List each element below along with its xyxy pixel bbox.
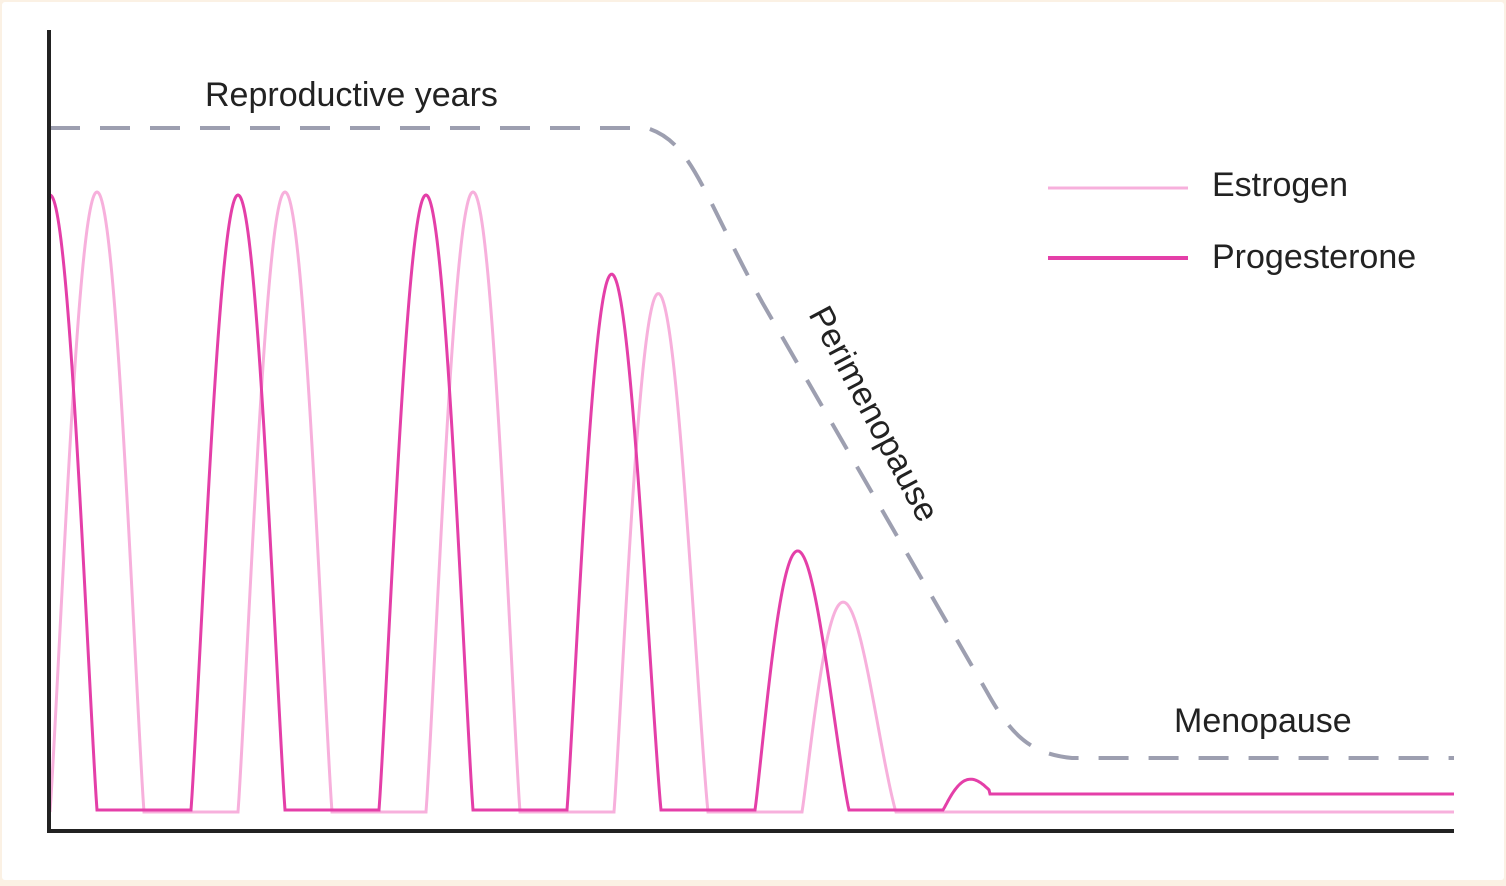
annotation-menopause: Menopause — [1174, 702, 1352, 740]
series-line-progesterone — [49, 193, 1454, 812]
annotation-reproductive-years: Reproductive years — [205, 76, 498, 114]
annotation-perimenopause: Perimenopause — [801, 300, 946, 528]
series-line-estrogen — [48, 190, 1454, 814]
legend: Estrogen Progesterone — [1048, 166, 1416, 276]
envelope-dashed-line — [50, 126, 1454, 760]
legend-label-estrogen: Estrogen — [1212, 166, 1348, 204]
legend-label-progesterone: Progesterone — [1212, 238, 1416, 276]
